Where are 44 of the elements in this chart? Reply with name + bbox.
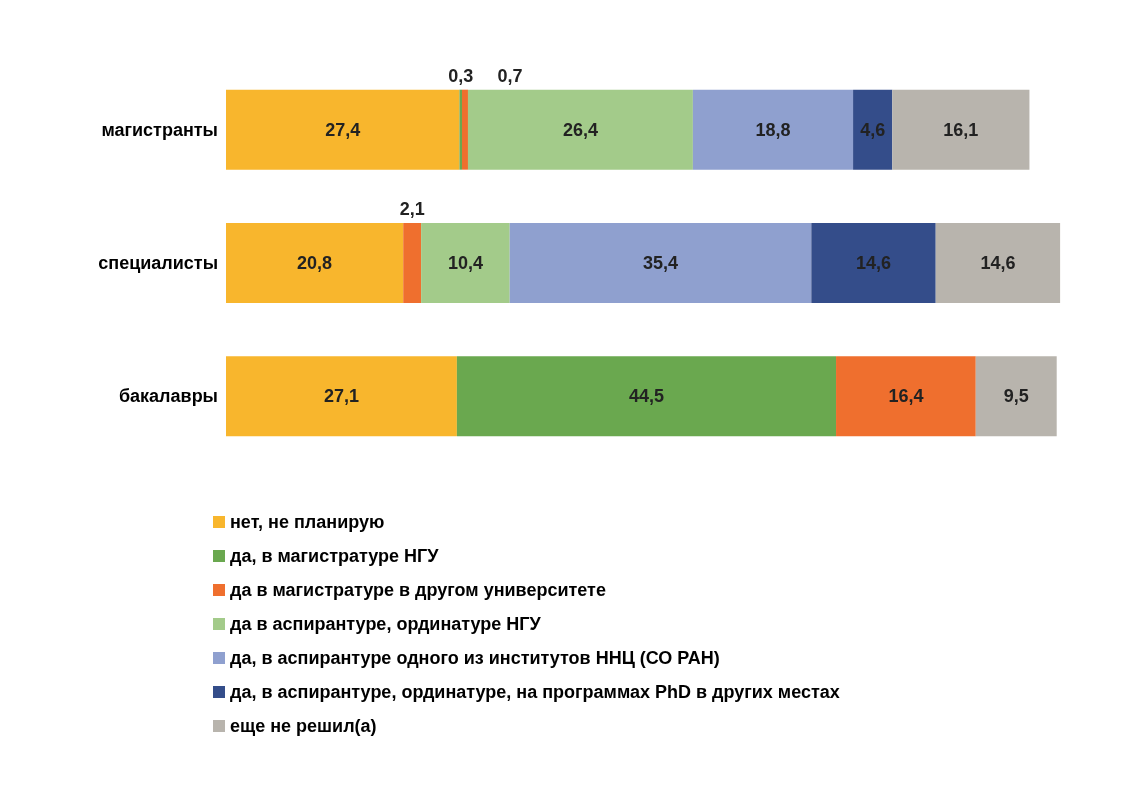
bar [421, 223, 510, 303]
data-label: 0,7 [497, 65, 523, 86]
data-label: 9,5 [1003, 386, 1029, 407]
y-tick-label: бакалавры [118, 386, 218, 407]
data-label: 18,8 [755, 119, 791, 140]
data-label: 16,4 [888, 386, 924, 407]
bar [226, 223, 404, 303]
data-label: 20,8 [297, 253, 333, 273]
legend-label: да, в аспирантуре, ординатуре, на программах PhD в других местах [230, 682, 840, 702]
bar [935, 223, 1061, 303]
bar [892, 89, 1030, 170]
data-label: 35,4 [643, 253, 679, 273]
legend-label: да в магистратуре в другом университете [230, 580, 606, 600]
legend-label: да, в аспирантуре одного из институтов ННЦ (СО РАН) [230, 648, 720, 668]
bar [459, 89, 462, 170]
bar [836, 356, 976, 437]
bar [509, 223, 812, 303]
data-label: 27,4 [325, 119, 361, 140]
y-tick-label: магистранты [101, 119, 218, 140]
data-label: 14,6 [856, 253, 892, 273]
bar [975, 356, 1057, 437]
bar [462, 89, 468, 170]
data-label: 27,1 [323, 386, 359, 407]
data-label: 4,6 [860, 119, 886, 140]
bar [467, 89, 693, 170]
data-label: 26,4 [562, 119, 598, 140]
legend-label: да, в магистратуре НГУ [230, 546, 440, 566]
bar [853, 89, 893, 170]
y-tick-label: специалисты [98, 253, 218, 273]
bar [692, 89, 854, 170]
data-label: 0,3 [448, 65, 474, 86]
data-label: 16,1 [943, 119, 979, 140]
legend-label: еще не решил(а) [230, 716, 377, 736]
bar [403, 223, 422, 303]
bar [226, 356, 457, 437]
data-label: 2,1 [399, 199, 425, 219]
bar [811, 223, 936, 303]
legend-label: нет, не планирую [230, 512, 385, 532]
data-label: 44,5 [628, 386, 664, 407]
legend-label: да в аспирантуре, ординатуре НГУ [230, 614, 542, 634]
bar [456, 356, 837, 437]
data-label: 14,6 [980, 253, 1016, 273]
bar [226, 89, 460, 170]
data-label: 10,4 [447, 253, 483, 273]
